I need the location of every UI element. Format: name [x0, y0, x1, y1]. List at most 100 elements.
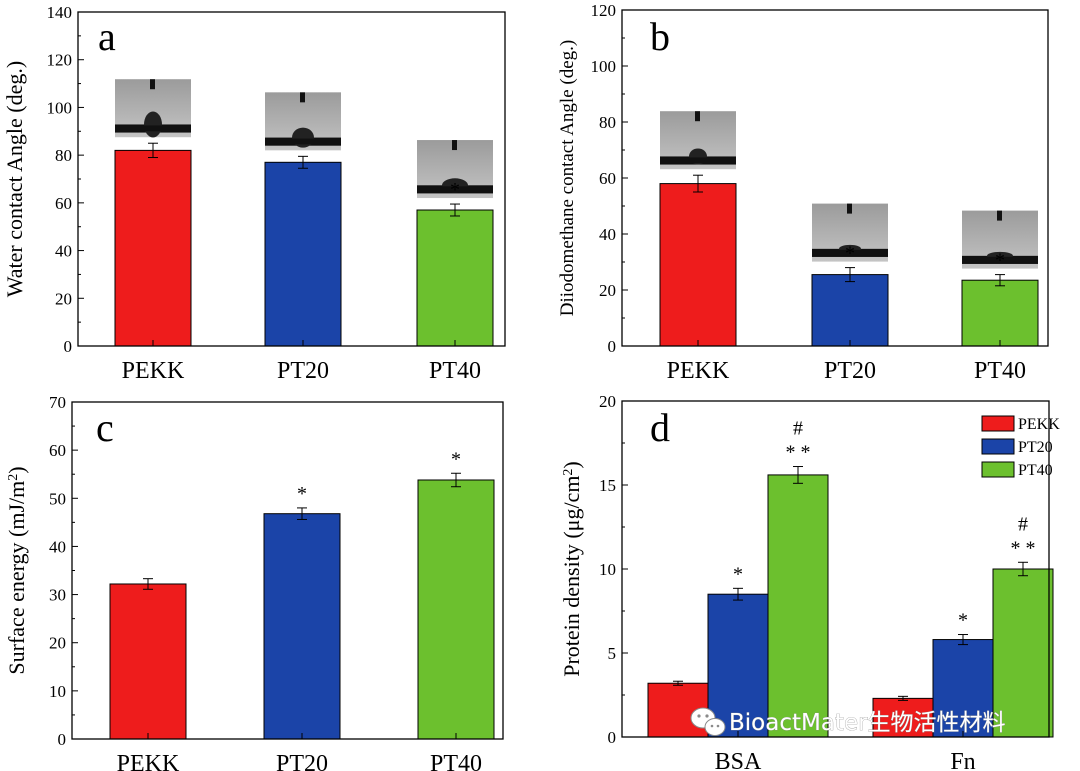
significance-marker: *: [451, 448, 461, 470]
legend-entry: PT20: [1018, 439, 1053, 456]
droplet-photo: [962, 210, 1038, 269]
bar-b-2: [961, 279, 1039, 347]
y-tick-label: 80: [599, 113, 616, 132]
error-bar: [845, 267, 855, 283]
bar-a-2: [416, 209, 494, 347]
wechat-icon: [690, 707, 726, 736]
y-tick-label: 80: [55, 146, 72, 165]
y-tick-label: 50: [49, 489, 66, 508]
y-tick-label: 40: [599, 225, 616, 244]
panel-letter: c: [96, 405, 114, 450]
error-bar: [451, 472, 461, 488]
chart-panel-b: * * 0 20 40 60 80 100 120 PEKK PT20 PT40 Diiodometha…: [557, 1, 1049, 384]
bar-c-2: [417, 479, 495, 740]
droplet-photo: [265, 92, 341, 151]
y-tick-label: 100: [591, 57, 617, 76]
y-tick-label: 0: [608, 728, 617, 747]
error-bar: [297, 507, 307, 520]
chart-panel-a: * 0 20 40 60 80 100 120 140 PEKK PT20 PT40 Water con…: [2, 3, 506, 384]
panel-letter: b: [650, 14, 670, 59]
y-tick-label: 10: [49, 682, 66, 701]
y-axis-label: Water contact Angle (deg.): [2, 61, 27, 297]
y-tick-label: 60: [49, 441, 66, 460]
y-tick-label: 70: [49, 393, 66, 412]
y-tick-label: 5: [608, 644, 617, 663]
droplet-photo: [417, 140, 493, 199]
y-tick-label: 20: [599, 392, 616, 411]
y-tick-label: 20: [49, 634, 66, 653]
error-bar: [898, 695, 908, 701]
y-tick-label: 60: [599, 169, 616, 188]
x-tick-label: PEKK: [117, 751, 180, 771]
watermark: BioactMater生物活性材料: [690, 707, 1006, 736]
error-bar: [1018, 561, 1028, 577]
error-bar: [733, 587, 743, 601]
bar-c-0: [109, 583, 187, 740]
y-tick-label: 100: [47, 98, 73, 117]
y-tick-label: 40: [55, 242, 72, 261]
x-tick-label: PT40: [974, 358, 1026, 384]
legend: PEKK PT20 PT40: [981, 415, 1060, 479]
significance-marker: *: [995, 250, 1005, 272]
significance-marker: * *: [786, 442, 811, 464]
error-bar: [793, 466, 803, 484]
bar-a-1: [264, 161, 342, 347]
x-tick-label: PT20: [277, 358, 329, 384]
y-axis-label: Surface energy (mJ/m2): [4, 466, 29, 674]
legend-swatch: [981, 415, 1015, 432]
significance-marker: *: [297, 483, 307, 505]
error-bar: [673, 680, 683, 686]
y-tick-label: 40: [49, 537, 66, 556]
y-tick-label: 15: [599, 476, 616, 495]
significance-marker: *: [733, 563, 743, 585]
x-tick-label: PT20: [276, 751, 328, 771]
y-tick-label: 0: [58, 730, 67, 749]
bar-a-0: [114, 149, 192, 347]
significance-marker: *: [958, 610, 968, 632]
x-tick-label: PT40: [430, 751, 482, 771]
y-tick-label: 140: [47, 3, 73, 22]
error-bar: [450, 203, 460, 217]
x-tick-label: PEKK: [122, 358, 185, 384]
significance-marker-hash: #: [793, 418, 803, 440]
bar-d-3: [872, 697, 934, 738]
panel-letter: d: [650, 405, 670, 450]
legend-swatch: [981, 438, 1015, 455]
y-tick-label: 60: [55, 194, 72, 213]
bar-b-0: [659, 183, 737, 347]
droplet-photo: [115, 79, 191, 138]
significance-marker: * *: [1011, 537, 1036, 559]
y-tick-label: 0: [608, 337, 617, 356]
panel-letter: a: [98, 14, 116, 59]
significance-marker-hash: #: [1018, 513, 1028, 535]
legend-entry: PT40: [1018, 462, 1053, 479]
x-tick-label: PT20: [824, 358, 876, 384]
y-tick-label: 120: [591, 1, 617, 20]
watermark-text: BioactMater生物活性材料: [729, 710, 1006, 736]
chart-panel-c: * * 0 10 20 30 40 50 60 70 PEKK PT20 PT40 Surface ene…: [4, 393, 504, 771]
bar-d-2: [767, 474, 829, 738]
error-bar: [995, 274, 1005, 287]
x-tick-label: Fn: [950, 749, 975, 771]
significance-marker: *: [450, 179, 460, 201]
y-tick-label: 20: [599, 281, 616, 300]
y-tick-label: 20: [55, 289, 72, 308]
legend-entry: PEKK: [1018, 416, 1060, 433]
error-bar: [143, 578, 153, 590]
error-bar: [298, 155, 308, 169]
y-tick-label: 0: [64, 337, 73, 356]
x-tick-label: BSA: [715, 749, 762, 771]
legend-swatch: [981, 461, 1015, 478]
error-bar: [148, 142, 158, 159]
bar-c-1: [263, 513, 341, 740]
y-axis-label: Protein density (μg/cm2): [559, 461, 584, 677]
bar-d-5: [992, 568, 1054, 738]
droplet-photo: [660, 111, 736, 170]
y-tick-label: 120: [47, 51, 73, 70]
y-tick-label: 10: [599, 560, 616, 579]
error-bar: [693, 174, 703, 193]
droplet-photo: [812, 203, 888, 262]
y-tick-label: 30: [49, 586, 66, 605]
x-tick-label: PEKK: [667, 358, 730, 384]
bar-b-1: [811, 274, 889, 347]
